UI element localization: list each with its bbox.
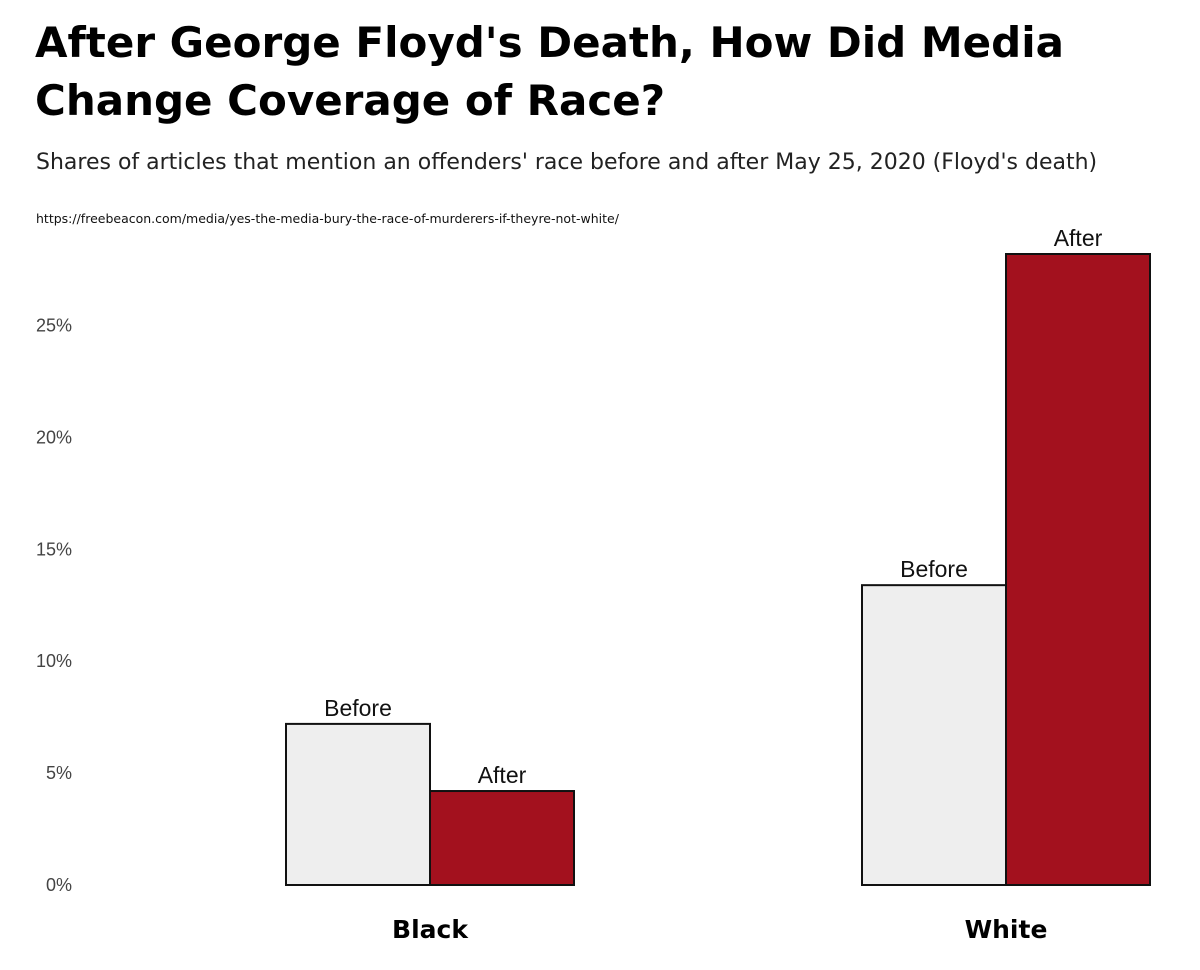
y-tick-label: 20% bbox=[36, 427, 72, 447]
y-tick-label: 0% bbox=[46, 875, 72, 895]
bar-white-before bbox=[861, 584, 1007, 887]
bar-label: After bbox=[478, 762, 527, 788]
bar-label: Before bbox=[900, 556, 968, 582]
bar-black-after bbox=[429, 790, 575, 887]
bar-label: Before bbox=[324, 695, 392, 721]
y-tick-label: 5% bbox=[46, 763, 72, 783]
bar-black-before bbox=[285, 722, 431, 886]
bar-white-after bbox=[1005, 253, 1151, 886]
y-tick-label: 10% bbox=[36, 651, 72, 671]
source-url: https://freebeacon.com/media/yes-the-med… bbox=[36, 211, 619, 226]
chart-subtitle: Shares of articles that mention an offen… bbox=[36, 150, 1098, 175]
x-category-label: Black bbox=[392, 915, 469, 944]
y-tick-label: 25% bbox=[36, 316, 72, 336]
bar-label: After bbox=[1054, 225, 1103, 251]
x-category-label: White bbox=[965, 915, 1048, 944]
chart-title: After George Floyd's Death, How Did Medi… bbox=[35, 18, 1064, 125]
y-tick-label: 15% bbox=[36, 539, 72, 559]
